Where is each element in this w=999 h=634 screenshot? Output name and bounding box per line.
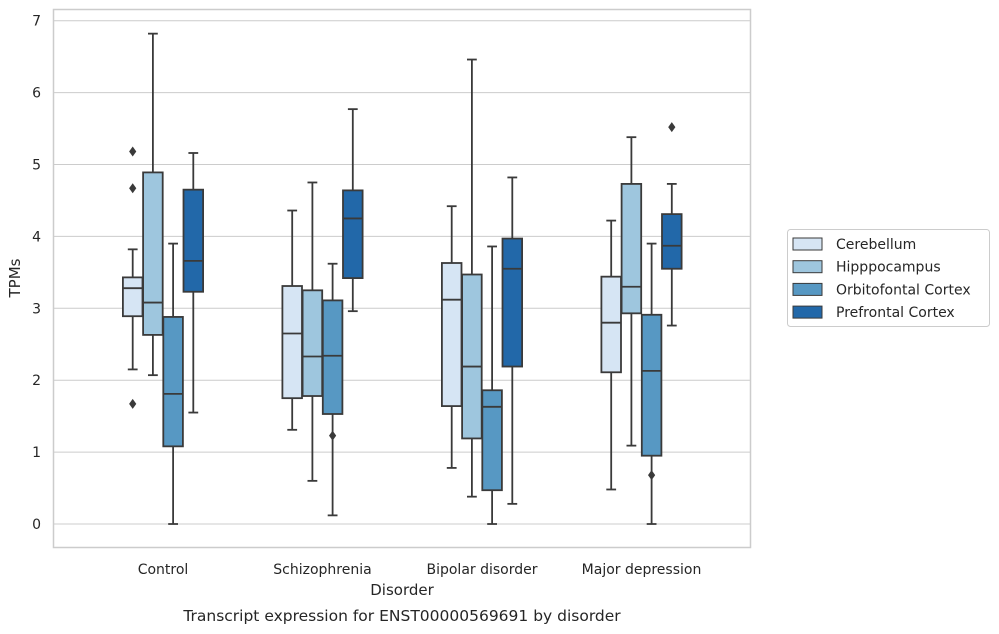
box-iqr	[282, 286, 302, 398]
box-iqr	[462, 275, 482, 439]
box-iqr	[601, 277, 621, 373]
legend-label: Orbitofontal Cortex	[836, 282, 971, 298]
box-plot-chart: 0 1 2 3 4 5 6 7 Control Schizophrenia Bipolar dis…	[0, 0, 999, 634]
box-iqr	[503, 239, 523, 367]
box-iqr	[163, 317, 183, 446]
box-iqr	[442, 263, 462, 406]
box-iqr	[184, 190, 204, 292]
box-iqr	[323, 300, 343, 414]
x-tick-label-schizophrenia: Schizophrenia	[273, 562, 371, 578]
legend-swatch	[793, 238, 822, 250]
legend-label: Hipppocampus	[836, 260, 941, 276]
box-iqr	[662, 214, 682, 269]
chart-caption: Transcript expression for ENST0000056969…	[182, 607, 621, 625]
box-iqr	[303, 290, 323, 396]
y-tick-label: 7	[32, 14, 41, 30]
box-iqr	[622, 184, 642, 313]
legend-label: Prefrontal Cortex	[836, 305, 955, 321]
box-iqr	[482, 390, 502, 490]
box-iqr	[642, 315, 662, 456]
box-iqr	[343, 190, 363, 278]
y-tick-label: 5	[32, 158, 41, 174]
x-axis-label: Disorder	[370, 581, 434, 599]
y-tick-label: 4	[32, 229, 41, 245]
legend-swatch	[793, 261, 822, 273]
x-tick-label-control: Control	[138, 562, 189, 578]
y-tick-label: 2	[32, 373, 41, 389]
y-tick-label: 1	[32, 445, 41, 461]
box-iqr	[123, 277, 143, 316]
legend-swatch	[793, 283, 822, 295]
y-axis-label: TPMs	[6, 258, 24, 298]
legend-label: Cerebellum	[836, 237, 916, 253]
box-iqr	[143, 172, 163, 334]
legend: Cerebellum Hipppocampus Orbitofontal Corte…	[788, 230, 990, 327]
y-tick-label: 0	[32, 517, 41, 533]
legend-swatch	[793, 306, 822, 318]
x-tick-label-major-depression: Major depression	[582, 562, 702, 578]
y-tick-label: 6	[32, 86, 41, 102]
y-tick-label: 3	[32, 301, 41, 317]
x-tick-label-bipolar-disorder: Bipolar disorder	[426, 562, 537, 578]
